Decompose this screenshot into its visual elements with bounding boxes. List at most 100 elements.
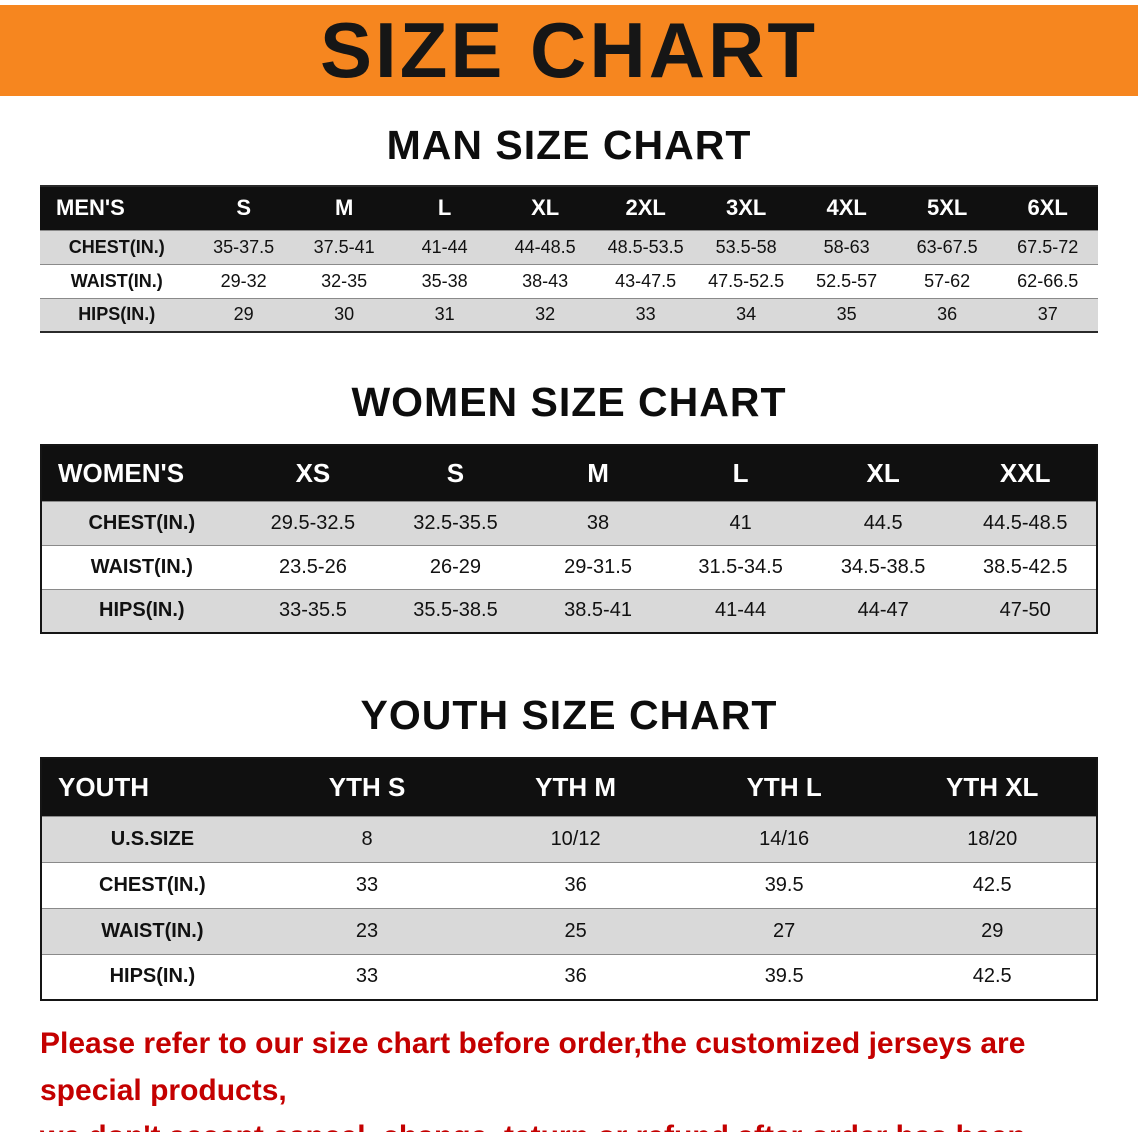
- size-column-header: YTH S: [262, 758, 472, 816]
- size-value-cell: 43-47.5: [615, 270, 677, 291]
- size-value-cell: 10/12: [550, 827, 601, 850]
- women-chart-heading: WOMEN SIZE CHART: [351, 379, 787, 425]
- size-value-cell: 29: [233, 304, 254, 325]
- women-size-chart-section: WOMEN SIZE CHART WOMEN'S XS S M L XL XXL CHEST(…: [0, 333, 1138, 634]
- size-value-cell: 41: [729, 511, 752, 534]
- size-value-cell: 36: [937, 304, 958, 325]
- size-value-cell: 44.5: [863, 511, 903, 534]
- size-value-cell: 48.5-53.5: [607, 236, 684, 257]
- disclaimer-note: Please refer to our size chart before or…: [0, 1001, 1138, 1132]
- size-value-cell: 26-29: [429, 555, 482, 578]
- measurement-label: HIPS(IN.): [109, 965, 196, 988]
- size-column-header: 6XL: [997, 186, 1098, 230]
- size-value-cell: 38-43: [522, 270, 569, 291]
- size-value-cell: 52.5-57: [816, 270, 878, 291]
- size-value-cell: 23.5-26: [278, 555, 347, 578]
- table-row: WAIST(IN.) 29-32 32-35 35-38 38-43 43-47.5 47.…: [40, 264, 1098, 298]
- size-value-cell: 29: [981, 919, 1004, 942]
- size-value-cell: 33: [635, 304, 656, 325]
- size-column-header: XXL: [954, 445, 1097, 501]
- size-column-header: 5XL: [896, 186, 998, 230]
- size-value-cell: 36: [564, 965, 587, 988]
- size-value-cell: 32: [535, 304, 556, 325]
- women-size-table: WOMEN'S XS S M L XL XXL CHEST(IN.) 29.5-32.5 32.5…: [40, 444, 1098, 634]
- table-row: U.S.SIZE 8 10/12 14/16 18/20: [41, 816, 1097, 862]
- disclaimer-line-2: we don't accept cancel, change, teturn o…: [40, 1114, 1098, 1132]
- table-row: CHEST(IN.) 29.5-32.5 32.5-35.5 38 41 44.5 44.5…: [41, 501, 1097, 545]
- size-value-cell: 39.5: [764, 873, 804, 896]
- size-value-cell: 47-50: [999, 599, 1051, 622]
- youth-table-wrap: YOUTH YTH S YTH M YTH L YTH XL U.S.SIZE 8 10/12…: [0, 757, 1138, 1001]
- table-title-cell: WOMEN'S: [41, 445, 242, 501]
- size-value-cell: 42.5: [972, 873, 1012, 896]
- table-row: WAIST(IN.) 23 25 27 29: [41, 908, 1097, 954]
- size-value-cell: 37: [1037, 304, 1058, 325]
- banner: SIZE CHART: [0, 5, 1138, 96]
- size-value-cell: 31: [434, 304, 455, 325]
- men-size-chart-section: MAN SIZE CHART MEN'S S M L XL 2XL 3XL 4XL 5XL 6XL…: [0, 96, 1138, 333]
- size-column-header: M: [293, 186, 395, 230]
- size-value-cell: 39.5: [764, 965, 804, 988]
- size-value-cell: 34: [736, 304, 757, 325]
- size-value-cell: 38.5-42.5: [982, 555, 1068, 578]
- size-value-cell: 36: [564, 873, 587, 896]
- size-value-cell: 33: [355, 873, 379, 896]
- size-value-cell: 14/16: [759, 827, 810, 850]
- table-row: CHEST(IN.) 35-37.5 37.5-41 41-44 44-48.5 48.5…: [40, 230, 1098, 264]
- measurement-label: WAIST(IN.): [70, 270, 163, 291]
- size-value-cell: 25: [564, 919, 587, 942]
- size-value-cell: 35-38: [421, 270, 468, 291]
- header-row: WOMEN'S XS S M L XL XXL: [41, 445, 1097, 501]
- size-value-cell: 29-32: [220, 270, 267, 291]
- size-value-cell: 41-44: [715, 599, 767, 622]
- size-value-cell: 41-44: [421, 236, 468, 257]
- size-value-cell: 32.5-35.5: [413, 511, 498, 534]
- youth-size-chart-section: YOUTH SIZE CHART YOUTH YTH S YTH M YTH L YTH…: [0, 634, 1138, 1001]
- measurement-label: HIPS(IN.): [99, 599, 185, 622]
- size-value-cell: 27: [773, 919, 796, 942]
- table-row: HIPS(IN.) 33 36 39.5 42.5: [41, 954, 1097, 1000]
- table-title-cell: YOUTH: [41, 758, 263, 816]
- size-column-header: 3XL: [695, 186, 797, 230]
- size-value-cell: 35-37.5: [213, 236, 275, 257]
- measurement-label: CHEST(IN.): [68, 236, 165, 257]
- men-table-wrap: MEN'S S M L XL 2XL 3XL 4XL 5XL 6XL CHEST(IN.) 35-37…: [0, 185, 1138, 333]
- size-value-cell: 44-48.5: [514, 236, 576, 257]
- size-value-cell: 62-66.5: [1017, 270, 1079, 291]
- size-value-cell: 33-35.5: [278, 599, 347, 622]
- size-column-header: YTH XL: [888, 758, 1097, 816]
- size-column-header: 2XL: [595, 186, 696, 230]
- size-value-cell: 44.5-48.5: [982, 511, 1068, 534]
- size-value-cell: 44-47: [857, 599, 909, 622]
- disclaimer-line-1: Please refer to our size chart before or…: [40, 1027, 1026, 1107]
- table-row: HIPS(IN.) 33-35.5 35.5-38.5 38.5-41 41-44 44-…: [41, 589, 1097, 633]
- size-column-header: YTH M: [471, 758, 680, 816]
- size-column-header: M: [526, 445, 670, 501]
- size-value-cell: 29-31.5: [564, 555, 632, 578]
- size-value-cell: 53.5-58: [715, 236, 777, 257]
- size-value-cell: 67.5-72: [1017, 236, 1079, 257]
- size-value-cell: 33: [355, 965, 379, 988]
- size-column-header: 4XL: [796, 186, 897, 230]
- size-value-cell: 8: [361, 827, 373, 850]
- size-value-cell: 32-35: [321, 270, 368, 291]
- measurement-label: U.S.SIZE: [110, 827, 195, 850]
- size-value-cell: 29.5-32.5: [270, 511, 356, 534]
- banner-title: SIZE CHART: [320, 6, 818, 94]
- measurement-label: WAIST(IN.): [90, 555, 193, 578]
- size-value-cell: 35.5-38.5: [413, 599, 498, 622]
- measurement-label: HIPS(IN.): [78, 304, 156, 325]
- men-size-table: MEN'S S M L XL 2XL 3XL 4XL 5XL 6XL CHEST(IN.) 35-37…: [40, 185, 1098, 333]
- youth-size-table: YOUTH YTH S YTH M YTH L YTH XL U.S.SIZE 8 10/12…: [40, 757, 1098, 1001]
- size-column-header: XS: [241, 445, 385, 501]
- size-column-header: S: [384, 445, 527, 501]
- youth-chart-heading: YOUTH SIZE CHART: [360, 692, 778, 738]
- size-column-header: L: [669, 445, 812, 501]
- size-value-cell: 34.5-38.5: [840, 555, 926, 578]
- size-value-cell: 23: [355, 919, 379, 942]
- size-value-cell: 38: [586, 511, 610, 534]
- table-title-cell: MEN'S: [40, 186, 194, 230]
- size-value-cell: 35: [836, 304, 857, 325]
- size-value-cell: 31.5-34.5: [698, 555, 783, 578]
